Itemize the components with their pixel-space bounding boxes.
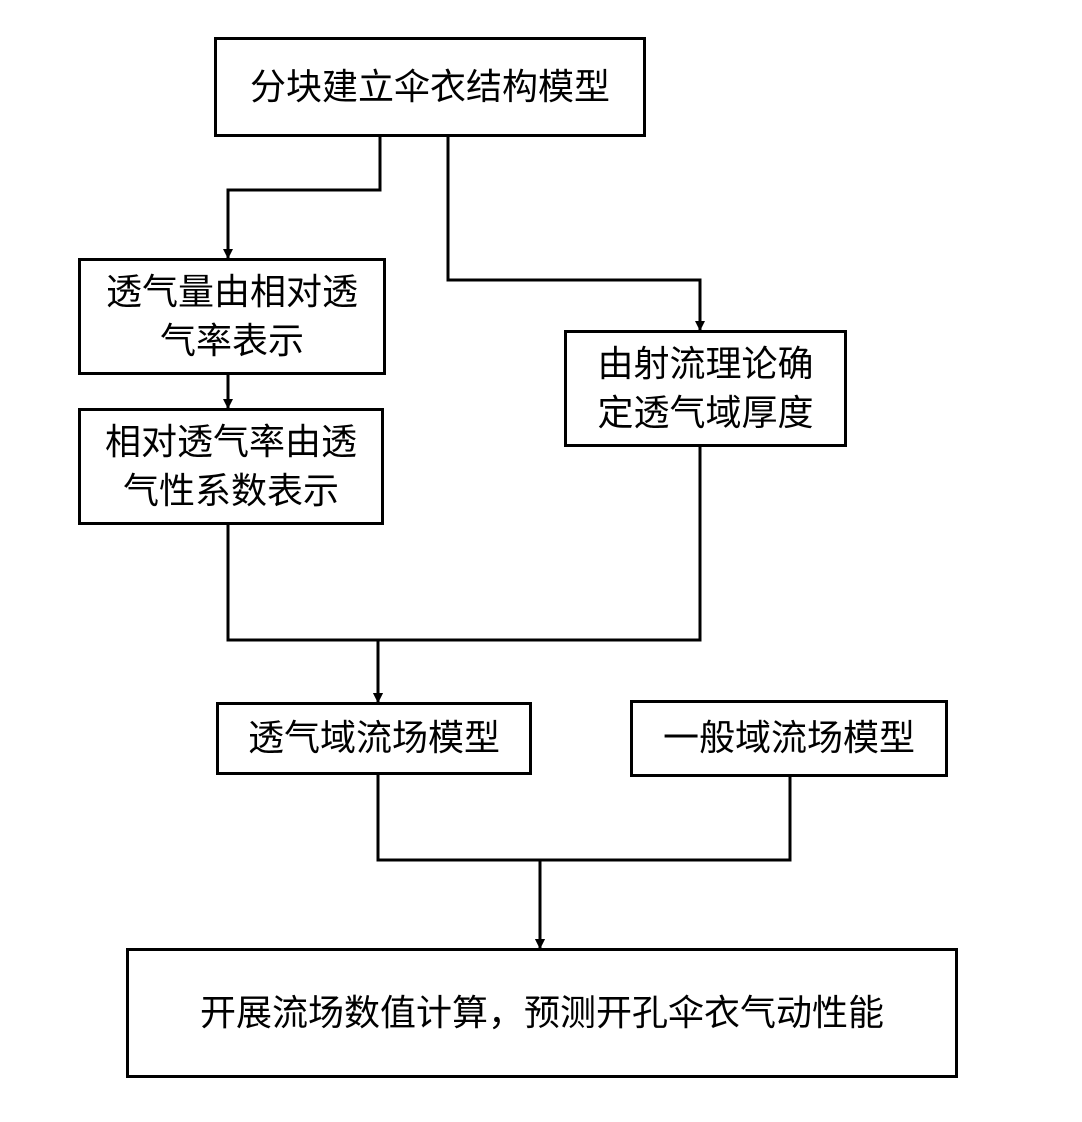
node-label: 相对透气率由透气性系数表示 xyxy=(95,418,367,515)
node-label: 透气域流场模型 xyxy=(248,714,500,763)
node-label: 分块建立伞衣结构模型 xyxy=(250,63,610,112)
edge xyxy=(378,775,540,948)
node-numerical-prediction: 开展流场数值计算，预测开孔伞衣气动性能 xyxy=(126,948,958,1078)
node-label: 透气量由相对透气率表示 xyxy=(95,268,369,365)
edge xyxy=(448,137,700,330)
node-permeable-domain-model: 透气域流场模型 xyxy=(216,702,532,775)
edge xyxy=(540,777,790,948)
edge xyxy=(228,525,378,702)
node-label: 由射流理论确定透气域厚度 xyxy=(581,340,830,437)
node-label: 一般域流场模型 xyxy=(663,714,915,763)
node-air-permeability-relative: 透气量由相对透气率表示 xyxy=(78,258,386,375)
edge xyxy=(378,447,700,702)
edge xyxy=(228,137,380,258)
node-permeability-coefficient: 相对透气率由透气性系数表示 xyxy=(78,408,384,525)
node-canopy-structure: 分块建立伞衣结构模型 xyxy=(214,37,646,137)
node-jet-theory-thickness: 由射流理论确定透气域厚度 xyxy=(564,330,847,447)
node-general-domain-model: 一般域流场模型 xyxy=(630,700,948,777)
node-label: 开展流场数值计算，预测开孔伞衣气动性能 xyxy=(200,989,884,1038)
